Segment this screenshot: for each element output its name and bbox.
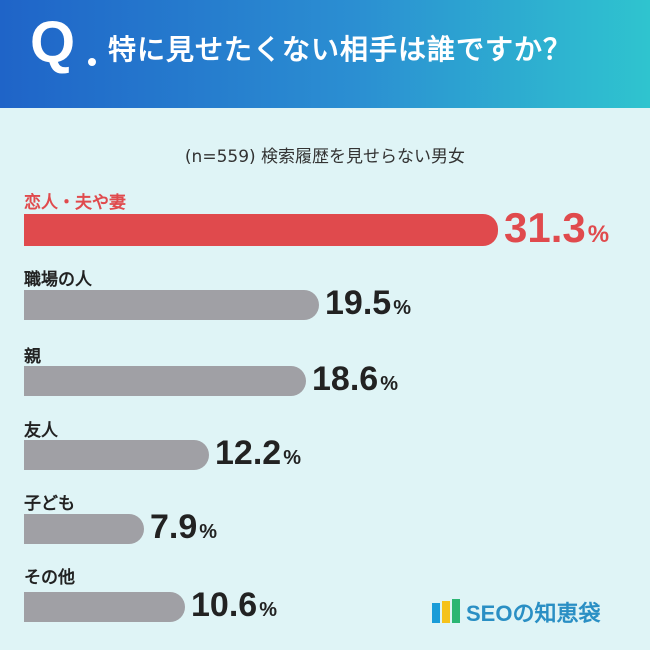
value-number: 31.3 bbox=[504, 204, 586, 251]
category-label: 職場の人 bbox=[24, 270, 92, 290]
logo-book-icon bbox=[432, 599, 460, 623]
bar bbox=[24, 514, 144, 544]
bar bbox=[24, 440, 209, 470]
value-unit: % bbox=[380, 373, 398, 395]
logo-text: SEOの知恵袋 bbox=[466, 601, 601, 626]
value-label: 19.5% bbox=[325, 284, 411, 323]
value-unit: % bbox=[283, 447, 301, 469]
value-label: 10.6% bbox=[191, 586, 277, 625]
question-header: Q 特に見せたくない相手は誰ですか？ bbox=[0, 0, 650, 108]
value-unit: % bbox=[393, 297, 411, 319]
category-label: 子ども bbox=[24, 494, 75, 514]
category-label: 友人 bbox=[24, 421, 58, 441]
category-label: 親 bbox=[24, 347, 41, 367]
bar bbox=[24, 214, 498, 246]
value-label: 7.9% bbox=[150, 508, 217, 547]
value-unit: % bbox=[259, 599, 277, 621]
question-title: 特に見せたくない相手は誰ですか？ bbox=[108, 33, 573, 66]
value-unit: % bbox=[199, 521, 218, 543]
category-label: その他 bbox=[24, 568, 75, 588]
value-number: 19.5 bbox=[325, 284, 392, 322]
value-number: 12.2 bbox=[215, 434, 282, 472]
value-label: 12.2% bbox=[215, 434, 301, 473]
bar bbox=[24, 592, 185, 622]
q-dot bbox=[88, 58, 96, 66]
value-number: 18.6 bbox=[312, 360, 379, 398]
bar bbox=[24, 366, 306, 396]
value-number: 7.9 bbox=[150, 508, 198, 546]
chart-subtitle: (n=559) 検索履歴を見せらない男女 bbox=[184, 147, 466, 167]
bar bbox=[24, 290, 319, 320]
value-label: 18.6% bbox=[312, 360, 398, 399]
value-label: 31.3% bbox=[504, 204, 609, 252]
value-unit: % bbox=[587, 221, 610, 248]
q-mark: Q bbox=[30, 10, 76, 75]
category-label: 恋人・夫や妻 bbox=[24, 193, 126, 213]
value-number: 10.6 bbox=[191, 586, 258, 624]
